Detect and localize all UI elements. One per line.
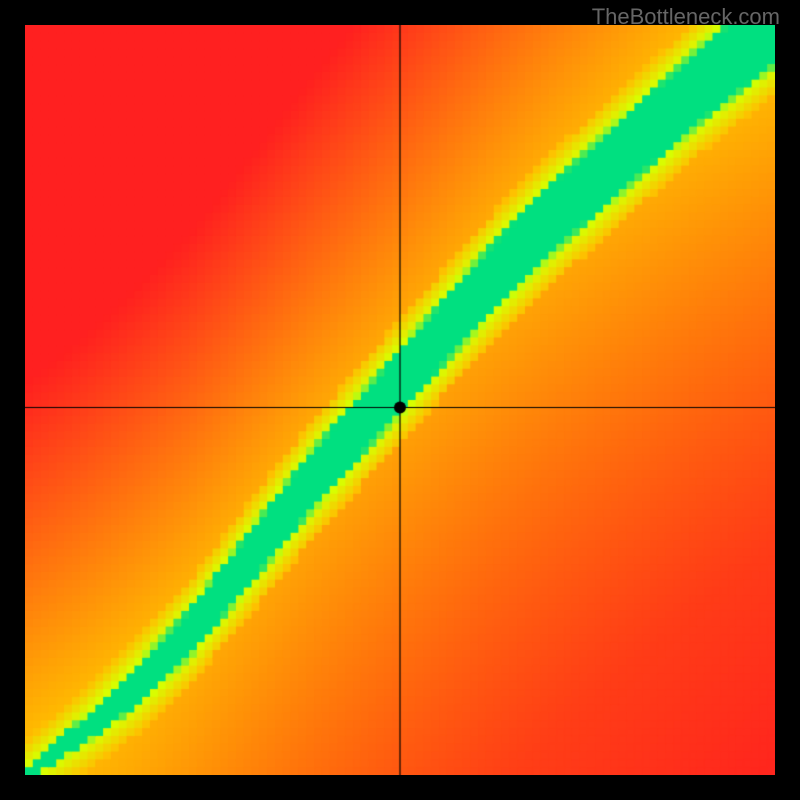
heatmap-plot bbox=[25, 25, 775, 775]
border-bottom bbox=[0, 775, 800, 800]
bottleneck-chart-container: TheBottleneck.com bbox=[0, 0, 800, 800]
watermark-text: TheBottleneck.com bbox=[592, 4, 780, 30]
border-left bbox=[0, 0, 25, 800]
border-right bbox=[775, 0, 800, 800]
